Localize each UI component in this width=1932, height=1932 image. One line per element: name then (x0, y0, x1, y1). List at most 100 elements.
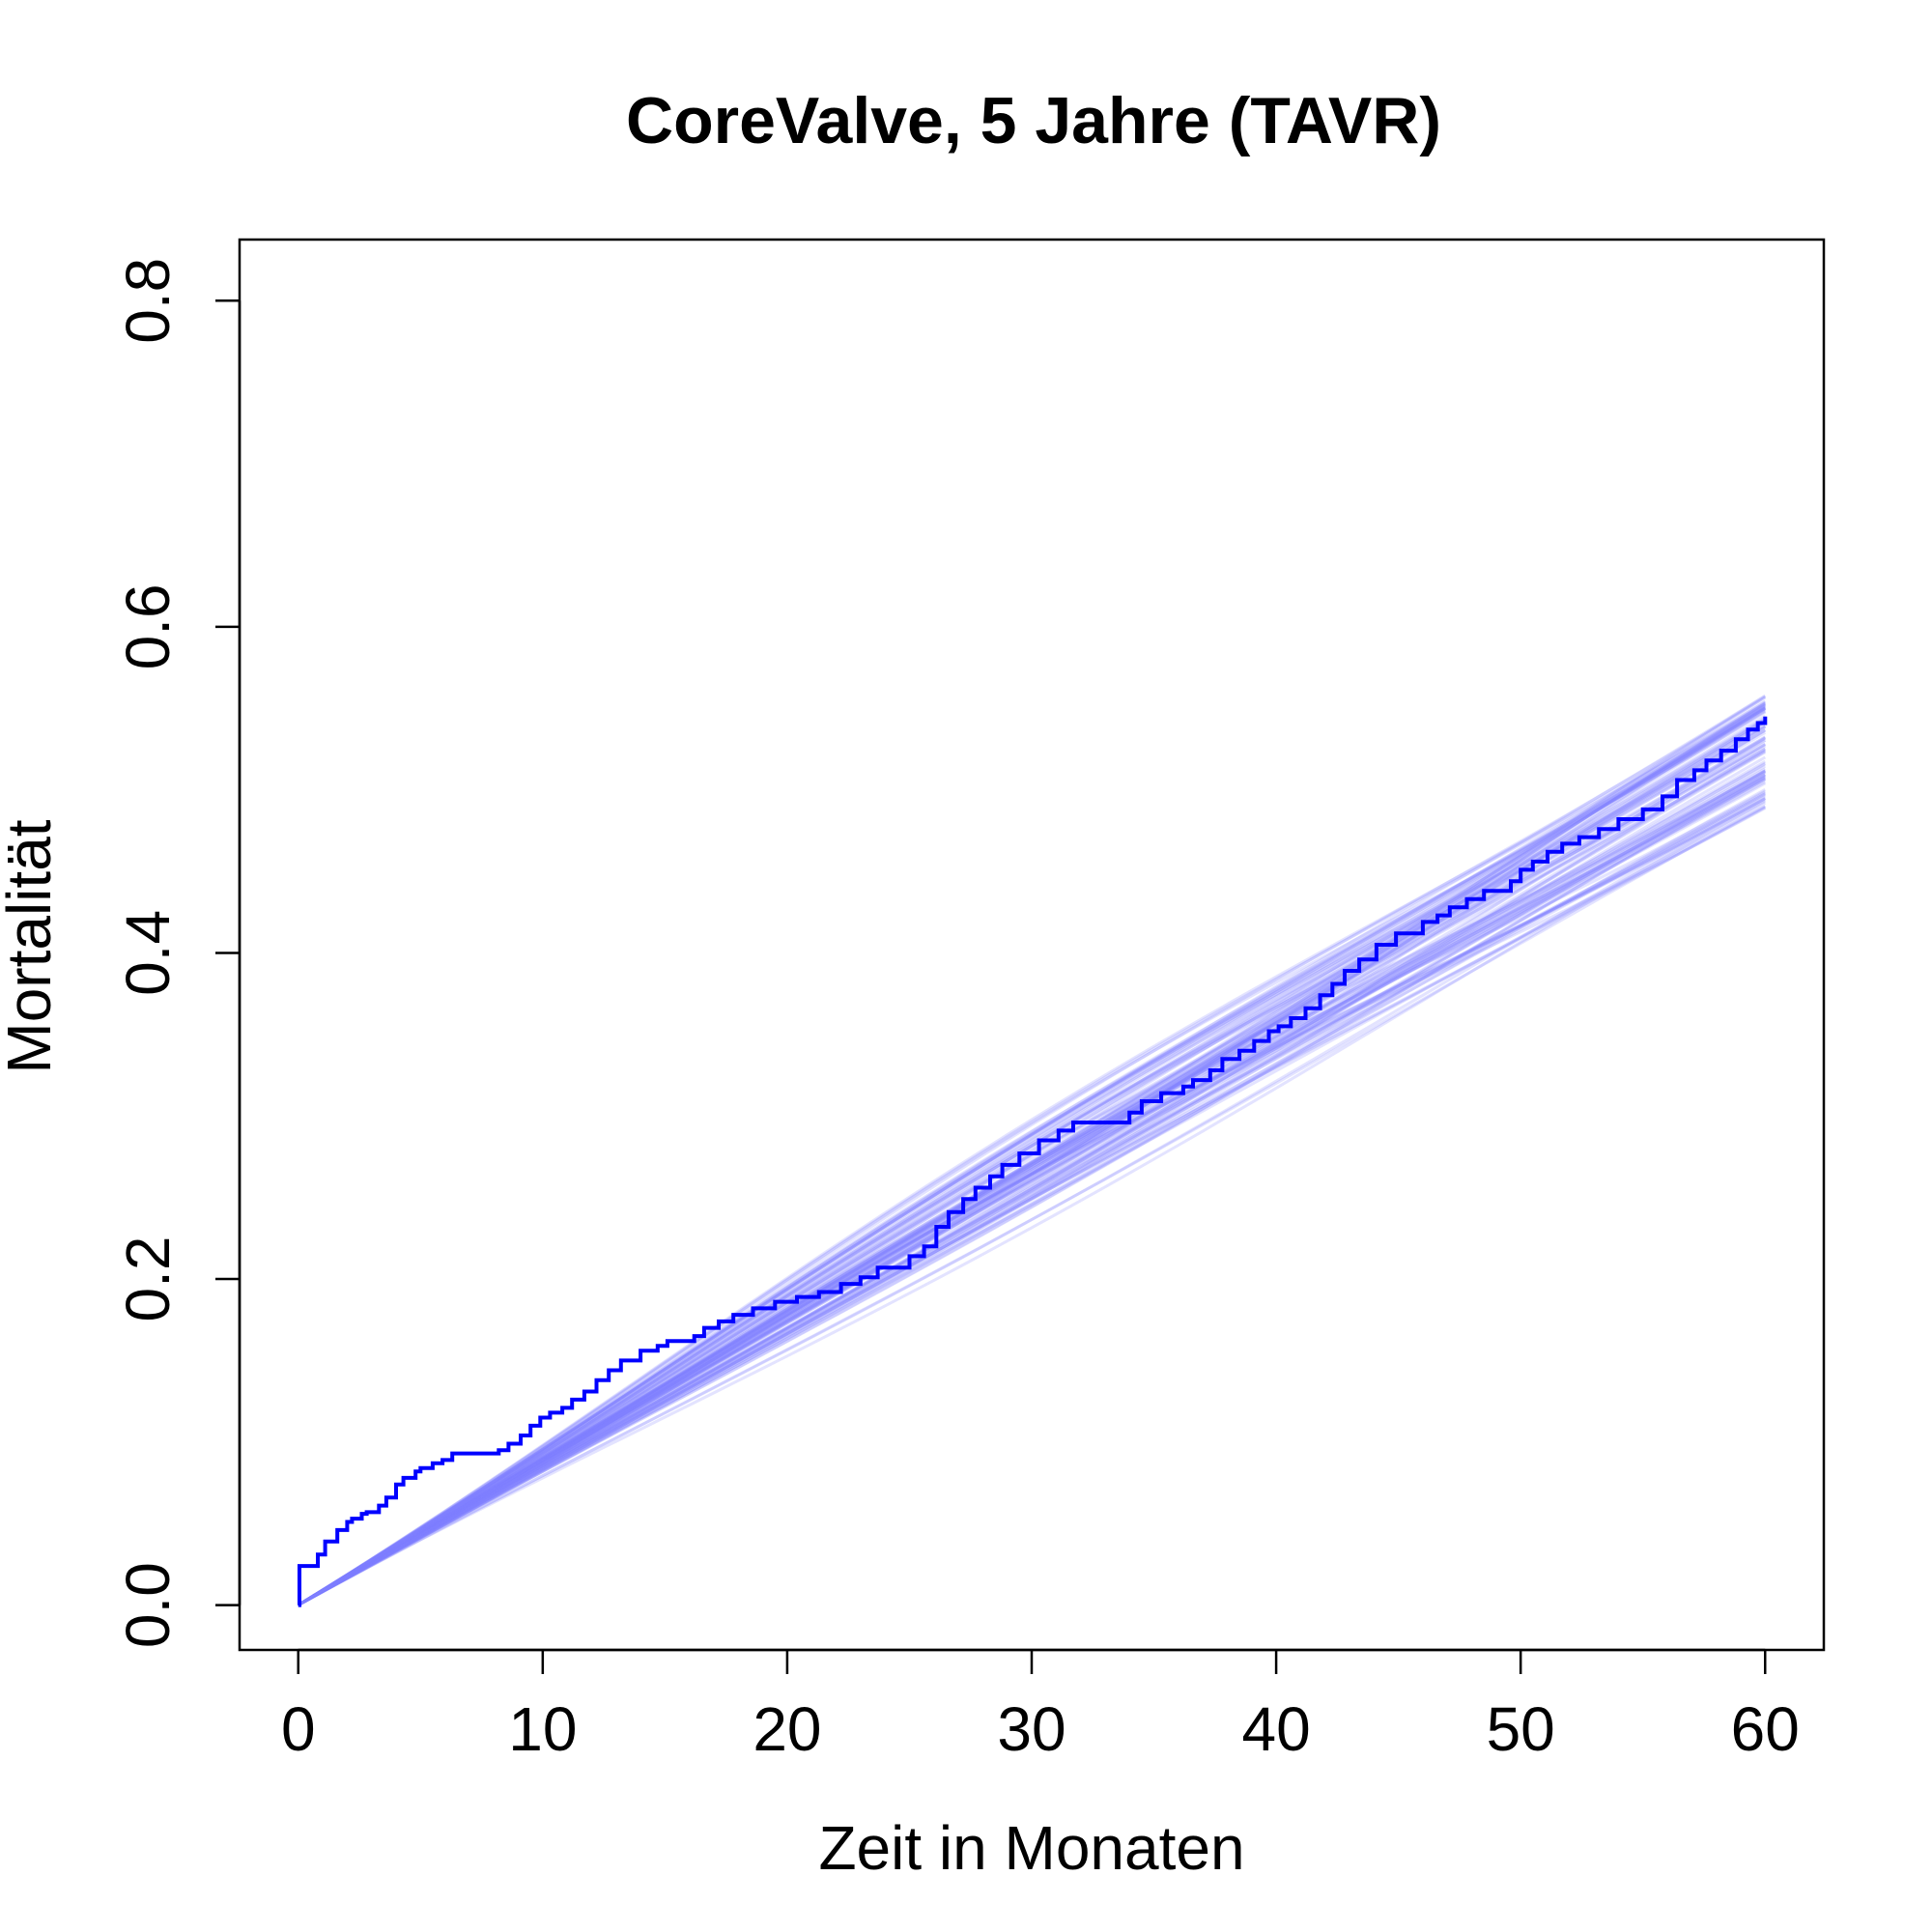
simulated-curve (297, 778, 1767, 1606)
simulated-curve (297, 774, 1767, 1606)
simulated-curve (297, 773, 1767, 1606)
simulated-curve (297, 795, 1767, 1606)
y-axis: 0.0 0.2 0.4 0.6 0.8 (113, 258, 242, 1648)
simulated-curve (297, 705, 1767, 1606)
simulated-curve (297, 781, 1767, 1606)
simulated-curve (297, 770, 1767, 1606)
simulated-curve (297, 798, 1767, 1606)
simulated-curve (297, 771, 1767, 1606)
simulated-curve (297, 773, 1767, 1606)
simulated-curve (297, 736, 1767, 1606)
simulated-curve (297, 789, 1767, 1606)
x-axis: 0 10 20 30 40 50 60 (281, 1648, 1800, 1764)
simulated-curve (297, 762, 1767, 1606)
simulated-curve (297, 792, 1767, 1606)
simulated-curves (297, 694, 1767, 1606)
simulated-curve (297, 780, 1767, 1606)
simulated-curve (297, 699, 1767, 1606)
simulated-curve (297, 797, 1767, 1606)
simulated-curve (297, 773, 1767, 1606)
simulated-curve (297, 797, 1767, 1606)
simulated-curve (297, 776, 1767, 1606)
x-tick-label: 40 (1241, 1694, 1310, 1764)
simulated-curve (297, 714, 1767, 1606)
simulated-curve (297, 748, 1767, 1606)
simulated-curve (297, 717, 1767, 1606)
simulated-curve (297, 694, 1767, 1606)
simulated-curve (297, 759, 1767, 1606)
simulated-curve (297, 755, 1767, 1606)
simulated-curve (297, 701, 1767, 1606)
y-tick-label: 0.8 (113, 258, 183, 344)
chart-title: CoreValve, 5 Jahre (TAVR) (626, 84, 1441, 157)
simulated-curve (297, 702, 1767, 1606)
simulated-curve (297, 747, 1767, 1606)
simulated-curve (297, 800, 1767, 1606)
y-tick-label: 0.2 (113, 1236, 183, 1322)
simulated-curve (297, 703, 1767, 1606)
simulated-curve (297, 706, 1767, 1606)
x-tick-label: 10 (508, 1694, 577, 1764)
y-tick-label: 0.6 (113, 583, 183, 669)
simulated-curve (297, 777, 1767, 1606)
simulated-curve (297, 792, 1767, 1606)
simulated-curve (297, 706, 1767, 1606)
simulated-curve (297, 724, 1767, 1606)
simulated-curve (297, 801, 1767, 1606)
simulated-curve (297, 770, 1767, 1606)
simulated-curve (297, 805, 1767, 1606)
y-tick-label: 0.4 (113, 910, 183, 996)
simulated-curve (297, 728, 1767, 1606)
x-tick-label: 30 (997, 1694, 1065, 1764)
simulated-curve (297, 739, 1767, 1606)
simulated-curve (297, 743, 1767, 1606)
x-axis-label: Zeit in Monaten (818, 1813, 1244, 1883)
simulated-curve (297, 778, 1767, 1606)
simulated-curve (297, 807, 1767, 1606)
simulated-curve (297, 718, 1767, 1606)
simulated-curve (297, 708, 1767, 1606)
simulated-curve (297, 695, 1767, 1606)
y-axis-label: Mortalität (0, 819, 64, 1073)
simulated-curve (297, 725, 1767, 1606)
simulated-curve (297, 707, 1767, 1606)
simulated-curve (297, 701, 1767, 1606)
simulated-curve (297, 706, 1767, 1606)
simulated-curve (297, 704, 1767, 1606)
x-tick-label: 20 (753, 1694, 821, 1764)
x-tick-label: 50 (1487, 1694, 1555, 1764)
simulated-curve (297, 709, 1767, 1606)
x-tick-label: 0 (281, 1694, 316, 1764)
simulated-curve (297, 761, 1767, 1606)
plot-frame (238, 238, 1826, 1652)
simulated-curve (297, 806, 1767, 1606)
simulated-curve (297, 751, 1767, 1606)
simulated-curve (297, 709, 1767, 1606)
simulated-curve (297, 696, 1767, 1606)
simulated-curve (297, 787, 1767, 1606)
simulated-curve (297, 706, 1767, 1606)
simulated-curve (297, 769, 1767, 1606)
simulated-curve (297, 776, 1767, 1606)
simulated-curve (297, 750, 1767, 1606)
simulated-curve (297, 764, 1767, 1606)
simulated-curve (297, 793, 1767, 1606)
simulated-curve (297, 711, 1767, 1606)
observed-step-line (298, 716, 1768, 1607)
simulated-curve (297, 776, 1767, 1606)
y-tick-label: 0.0 (113, 1562, 183, 1648)
simulated-curve (297, 769, 1767, 1606)
simulated-curve (297, 775, 1767, 1606)
simulated-curve (297, 701, 1767, 1606)
simulated-curve (297, 700, 1767, 1606)
simulated-curve (297, 767, 1767, 1606)
simulated-curve (297, 738, 1767, 1606)
simulated-curve (297, 705, 1767, 1606)
simulated-curve (297, 797, 1767, 1606)
simulated-curve (297, 747, 1767, 1606)
x-tick-label: 60 (1731, 1694, 1800, 1764)
simulated-curve (297, 703, 1767, 1606)
simulated-curve (297, 707, 1767, 1606)
simulated-curve (297, 696, 1767, 1606)
